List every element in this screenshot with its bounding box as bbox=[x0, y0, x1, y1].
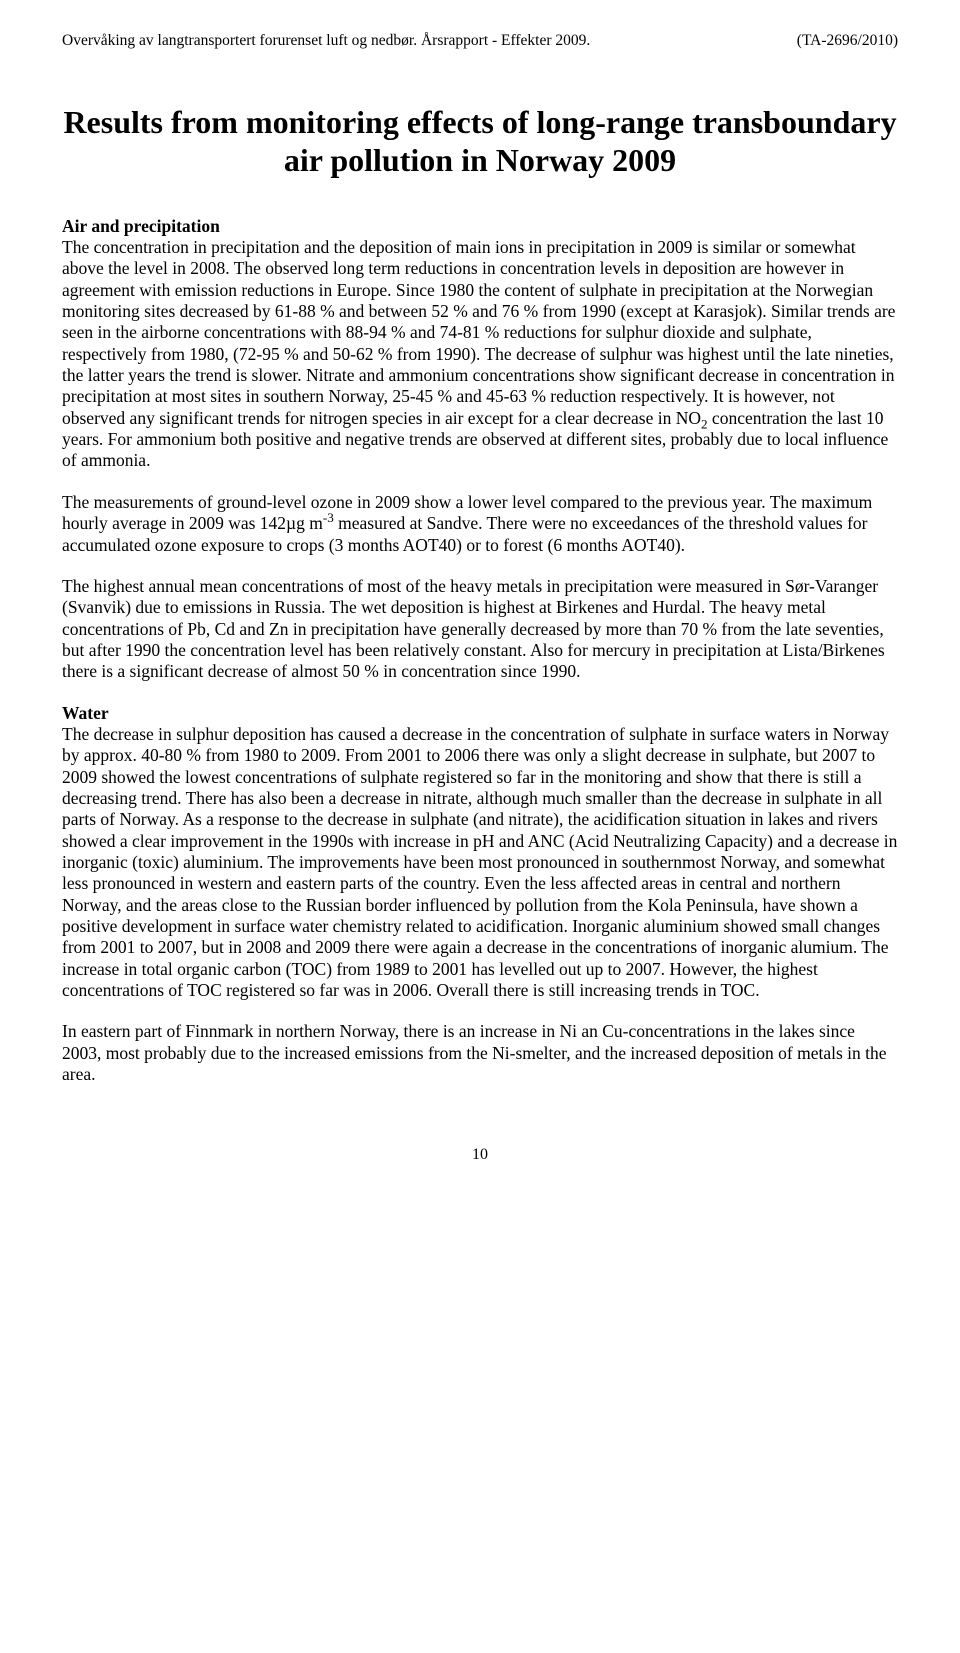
page-header: Overvåking av langtransportert forurense… bbox=[62, 32, 898, 51]
air-paragraph-3: The highest annual mean concentrations o… bbox=[62, 576, 898, 683]
water-paragraph-1: The decrease in sulphur deposition has c… bbox=[62, 724, 897, 1000]
air-heading: Air and precipitation bbox=[62, 216, 220, 236]
air-paragraph-1a: The concentration in precipitation and t… bbox=[62, 237, 895, 428]
water-paragraph-2: In eastern part of Finnmark in northern … bbox=[62, 1021, 898, 1085]
air-section: Air and precipitation The concentration … bbox=[62, 216, 898, 472]
page-number: 10 bbox=[62, 1145, 898, 1165]
air-paragraph-2: The measurements of ground-level ozone i… bbox=[62, 492, 898, 556]
document-title: Results from monitoring effects of long-… bbox=[62, 103, 898, 180]
header-right-text: (TA-2696/2010) bbox=[797, 32, 898, 51]
header-left-text: Overvåking av langtransportert forurense… bbox=[62, 32, 590, 51]
document-page: Overvåking av langtransportert forurense… bbox=[0, 0, 960, 1205]
water-heading: Water bbox=[62, 703, 109, 723]
m3-superscript: -3 bbox=[323, 510, 334, 525]
water-section: Water The decrease in sulphur deposition… bbox=[62, 703, 898, 1002]
